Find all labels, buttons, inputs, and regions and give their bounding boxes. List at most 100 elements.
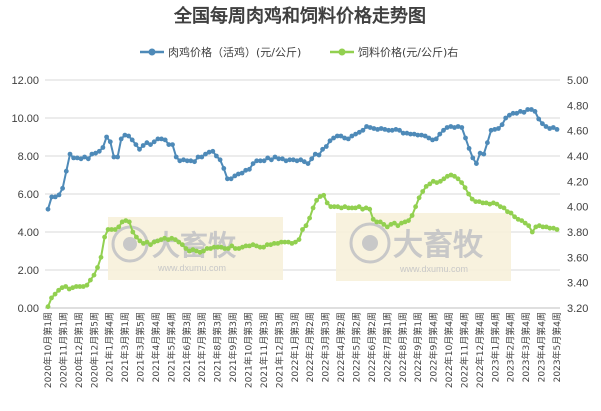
data-point-feed[interactable] (512, 214, 517, 220)
data-point-chicken[interactable] (74, 155, 80, 161)
data-point-feed[interactable] (392, 220, 397, 226)
data-point-chicken[interactable] (290, 157, 296, 163)
data-point-chicken[interactable] (367, 125, 373, 130)
data-point-chicken[interactable] (415, 132, 421, 138)
data-point-chicken[interactable] (236, 171, 241, 177)
data-point-feed[interactable] (91, 272, 97, 278)
legend-item-chicken[interactable]: 肉鸡价格（活鸡）(元/公斤) (140, 45, 301, 59)
data-point-chicken[interactable] (71, 155, 76, 161)
data-point-chicken[interactable] (199, 154, 205, 160)
data-point-chicken[interactable] (166, 142, 172, 148)
data-point-chicken[interactable] (243, 167, 249, 173)
data-point-chicken[interactable] (217, 157, 223, 163)
data-point-chicken[interactable] (470, 155, 476, 161)
data-point-chicken[interactable] (309, 156, 315, 162)
data-point-chicken[interactable] (133, 142, 139, 148)
data-point-chicken[interactable] (448, 124, 454, 129)
data-point-chicken[interactable] (481, 151, 487, 157)
data-point-chicken[interactable] (485, 140, 490, 146)
data-point-feed[interactable] (278, 239, 284, 245)
data-point-chicken[interactable] (521, 109, 527, 115)
data-point-chicken[interactable] (525, 107, 531, 112)
data-point-chicken[interactable] (492, 126, 498, 132)
data-point-feed[interactable] (126, 219, 132, 225)
data-point-feed[interactable] (183, 246, 189, 251)
data-point-chicken[interactable] (536, 116, 542, 122)
data-point-chicken[interactable] (378, 126, 384, 131)
data-point-feed[interactable] (536, 223, 542, 229)
data-point-chicken[interactable] (148, 142, 153, 148)
data-point-feed[interactable] (445, 173, 450, 179)
data-point-chicken[interactable] (287, 157, 293, 163)
data-point-feed[interactable] (116, 224, 122, 230)
data-point-chicken[interactable] (221, 166, 227, 171)
data-point-chicken[interactable] (177, 158, 183, 164)
data-point-chicken[interactable] (137, 146, 142, 152)
data-point-feed[interactable] (526, 223, 532, 229)
data-point-chicken[interactable] (331, 135, 336, 141)
data-point-chicken[interactable] (496, 126, 501, 131)
data-point-feed[interactable] (300, 227, 305, 232)
data-point-feed[interactable] (261, 244, 266, 250)
data-point-chicken[interactable] (93, 150, 98, 156)
data-point-feed[interactable] (413, 204, 418, 210)
data-point-chicken[interactable] (433, 136, 439, 142)
data-point-chicken[interactable] (466, 146, 472, 151)
data-point-feed[interactable] (377, 219, 383, 225)
data-point-chicken[interactable] (327, 138, 333, 144)
data-point-feed[interactable] (95, 265, 100, 270)
data-point-feed[interactable] (310, 205, 316, 211)
data-point-chicken[interactable] (280, 156, 285, 162)
data-point-chicken[interactable] (419, 132, 424, 138)
data-point-chicken[interactable] (258, 158, 263, 164)
data-point-feed[interactable] (141, 241, 146, 246)
data-point-feed[interactable] (271, 241, 277, 246)
data-point-feed[interactable] (211, 244, 217, 250)
data-point-feed[interactable] (363, 205, 369, 211)
data-point-feed[interactable] (416, 195, 422, 201)
data-point-chicken[interactable] (151, 139, 157, 145)
data-point-chicken[interactable] (334, 133, 340, 139)
data-point-chicken[interactable] (89, 151, 95, 157)
data-point-feed[interactable] (434, 180, 440, 186)
data-point-chicken[interactable] (503, 115, 509, 121)
data-point-chicken[interactable] (78, 156, 84, 162)
data-point-feed[interactable] (119, 219, 125, 225)
data-point-chicken[interactable] (111, 154, 117, 160)
data-point-chicken[interactable] (364, 124, 369, 129)
data-point-chicken[interactable] (294, 158, 300, 164)
data-point-chicken[interactable] (320, 146, 325, 152)
data-point-chicken[interactable] (430, 137, 435, 143)
data-point-feed[interactable] (515, 216, 521, 222)
data-point-chicken[interactable] (540, 121, 545, 127)
data-point-chicken[interactable] (195, 154, 201, 160)
data-point-chicken[interactable] (452, 125, 457, 130)
data-point-feed[interactable] (349, 205, 355, 211)
data-point-chicken[interactable] (225, 176, 230, 182)
data-point-chicken[interactable] (63, 168, 69, 174)
data-point-feed[interactable] (52, 291, 58, 297)
data-point-feed[interactable] (466, 191, 471, 197)
data-point-chicken[interactable] (269, 157, 274, 163)
data-point-chicken[interactable] (214, 153, 219, 159)
data-point-chicken[interactable] (298, 157, 304, 163)
data-point-feed[interactable] (476, 199, 482, 205)
data-point-chicken[interactable] (550, 125, 556, 130)
data-point-chicken[interactable] (382, 126, 388, 132)
data-point-chicken[interactable] (510, 110, 516, 116)
data-point-chicken[interactable] (173, 154, 179, 160)
data-point-chicken[interactable] (49, 194, 55, 200)
data-point-feed[interactable] (225, 246, 231, 251)
data-point-chicken[interactable] (60, 185, 65, 191)
data-point-feed[interactable] (257, 244, 263, 250)
data-point-feed[interactable] (162, 235, 168, 241)
data-point-chicken[interactable] (371, 126, 377, 131)
data-point-feed[interactable] (172, 237, 178, 243)
data-point-feed[interactable] (215, 244, 221, 250)
data-point-chicken[interactable] (155, 136, 161, 142)
data-point-feed[interactable] (540, 224, 546, 230)
data-point-feed[interactable] (331, 204, 337, 210)
data-point-chicken[interactable] (67, 151, 73, 157)
data-point-feed[interactable] (179, 242, 185, 248)
data-point-feed[interactable] (508, 210, 514, 216)
